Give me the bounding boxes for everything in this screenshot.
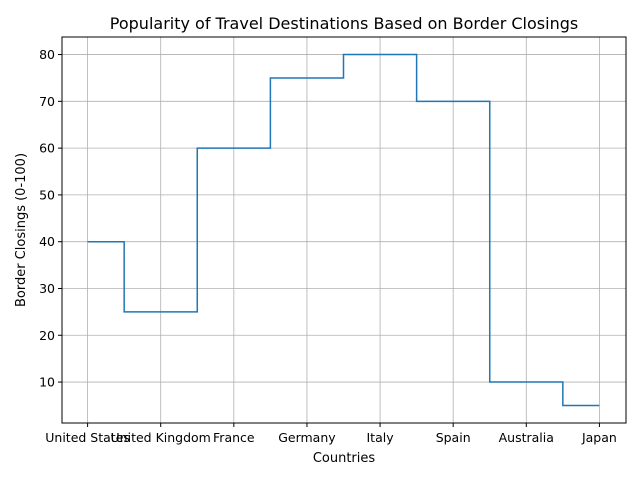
- y-tick-label: 30: [39, 281, 55, 296]
- x-tick-label: Spain: [436, 430, 471, 445]
- y-tick-label: 70: [39, 94, 55, 109]
- x-tick-label: United States: [45, 430, 130, 445]
- series-layer: [87, 53, 600, 407]
- x-tick-label: France: [213, 430, 255, 445]
- chart-title: Popularity of Travel Destinations Based …: [110, 14, 578, 33]
- y-tick-label: 40: [39, 234, 55, 249]
- y-axis-label: Border Closings (0-100): [14, 153, 29, 307]
- y-tick-label: 50: [39, 187, 55, 202]
- y-tick-label: 60: [39, 141, 55, 156]
- y-tick-label: 10: [39, 375, 55, 390]
- series-step-line: [87, 53, 600, 407]
- plot-frame: [61, 36, 627, 424]
- x-tick-label: Australia: [499, 430, 554, 445]
- x-tick-label: Italy: [366, 430, 394, 445]
- grid-lines: [62, 37, 626, 423]
- x-tick-label: Germany: [278, 430, 336, 445]
- x-axis-label: Countries: [313, 451, 376, 466]
- x-tick-label: Japan: [581, 430, 617, 445]
- y-axis-ticks: 10 20 30 40 50 60 70 80: [39, 47, 62, 390]
- y-tick-label: 80: [39, 47, 55, 62]
- x-tick-label: United Kingdom: [111, 430, 211, 445]
- y-tick-label: 20: [39, 328, 55, 343]
